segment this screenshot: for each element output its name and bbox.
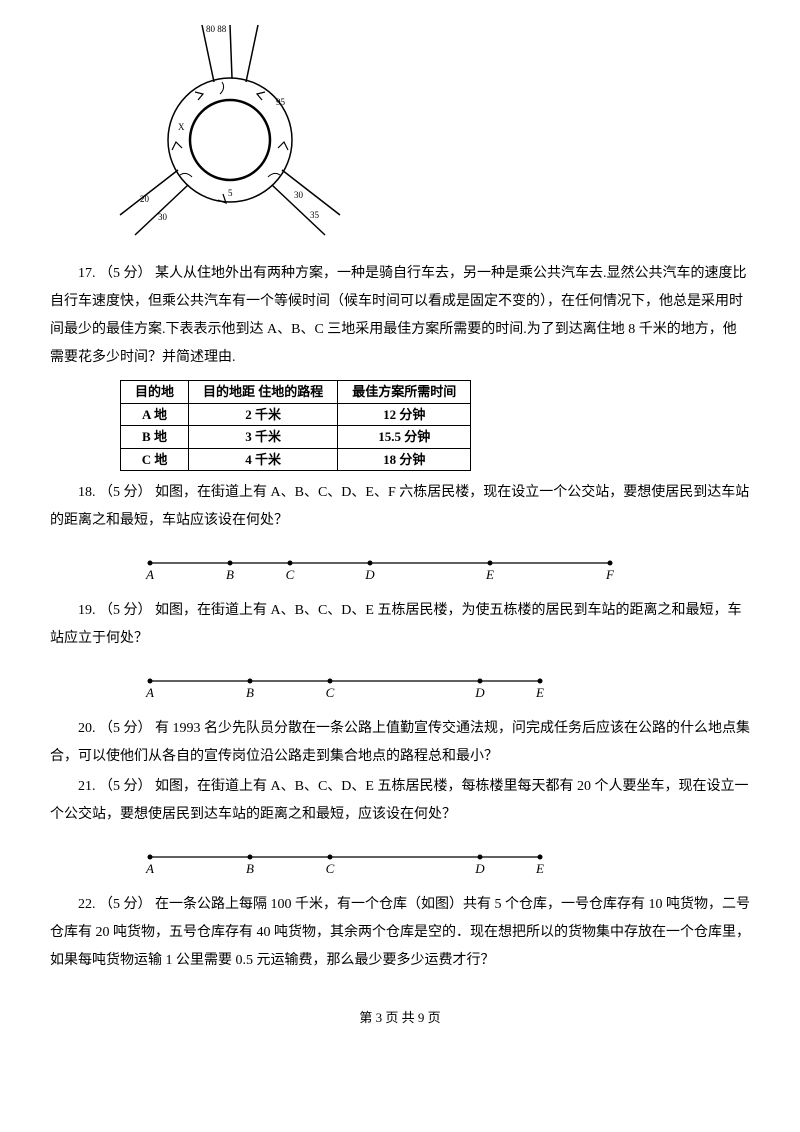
table-row: C 地 4 千米 18 分钟 — [121, 448, 471, 471]
svg-text:B: B — [246, 685, 254, 700]
q20-text: 20. （5 分） 有 1993 名少先队员分散在一条公路上值勤宣传交通法规，问… — [50, 715, 750, 771]
svg-text:D: D — [474, 861, 485, 876]
svg-text:E: E — [485, 567, 494, 582]
svg-text:D: D — [474, 685, 485, 700]
svg-text:A: A — [145, 685, 154, 700]
svg-text:A: A — [145, 861, 154, 876]
label-left-in: X — [178, 122, 185, 132]
svg-text:F: F — [605, 567, 615, 582]
label-br-in: 30 — [294, 190, 304, 200]
label-right: 95 — [276, 97, 286, 107]
svg-text:D: D — [364, 567, 375, 582]
table-row: B 地 3 千米 15.5 分钟 — [121, 426, 471, 449]
q21-text: 21. （5 分） 如图，在街道上有 A、B、C、D、E 五栋居民楼，每栋楼里每… — [50, 773, 750, 829]
svg-text:B: B — [226, 567, 234, 582]
svg-text:E: E — [535, 685, 544, 700]
svg-text:C: C — [286, 567, 295, 582]
svg-text:C: C — [326, 861, 335, 876]
th-dist: 目的地距 住地的路程 — [189, 381, 338, 404]
q22-text: 22. （5 分） 在一条公路上每隔 100 千米，有一个仓库（如图）共有 5 … — [50, 891, 750, 975]
th-time: 最佳方案所需时间 — [338, 381, 471, 404]
page-footer: 第 3 页 共 9 页 — [50, 1005, 750, 1031]
label-bm: 5 — [228, 188, 233, 198]
label-bl-out: 20 — [140, 194, 150, 204]
table-row: A 地 2 千米 12 分钟 — [121, 403, 471, 426]
label-bl-in: 30 — [158, 212, 168, 222]
q18-diagram: A B C D E F — [120, 545, 750, 587]
q21-diagram: A B C D E — [120, 839, 750, 881]
q18-text: 18. （5 分） 如图，在街道上有 A、B、C、D、E、F 六栋居民楼，现在设… — [50, 479, 750, 535]
q19-diagram: A B C D E — [120, 663, 750, 705]
q17-text: 17. （5 分） 某人从住地外出有两种方案，一种是骑自行车去，另一种是乘公共汽… — [50, 260, 750, 372]
q17-table: 目的地 目的地距 住地的路程 最佳方案所需时间 A 地 2 千米 12 分钟 B… — [120, 380, 471, 471]
svg-text:C: C — [326, 685, 335, 700]
th-dest: 目的地 — [121, 381, 189, 404]
table-header-row: 目的地 目的地距 住地的路程 最佳方案所需时间 — [121, 381, 471, 404]
roundabout-svg: 80 88 95 X 20 30 5 30 35 — [110, 20, 350, 250]
label-br-out: 35 — [310, 210, 320, 220]
roundabout-figure: 80 88 95 X 20 30 5 30 35 — [110, 20, 750, 250]
svg-text:A: A — [145, 567, 154, 582]
label-top-left: 80 88 — [206, 24, 227, 34]
svg-text:E: E — [535, 861, 544, 876]
svg-text:B: B — [246, 861, 254, 876]
q19-text: 19. （5 分） 如图，在街道上有 A、B、C、D、E 五栋居民楼，为使五栋楼… — [50, 597, 750, 653]
